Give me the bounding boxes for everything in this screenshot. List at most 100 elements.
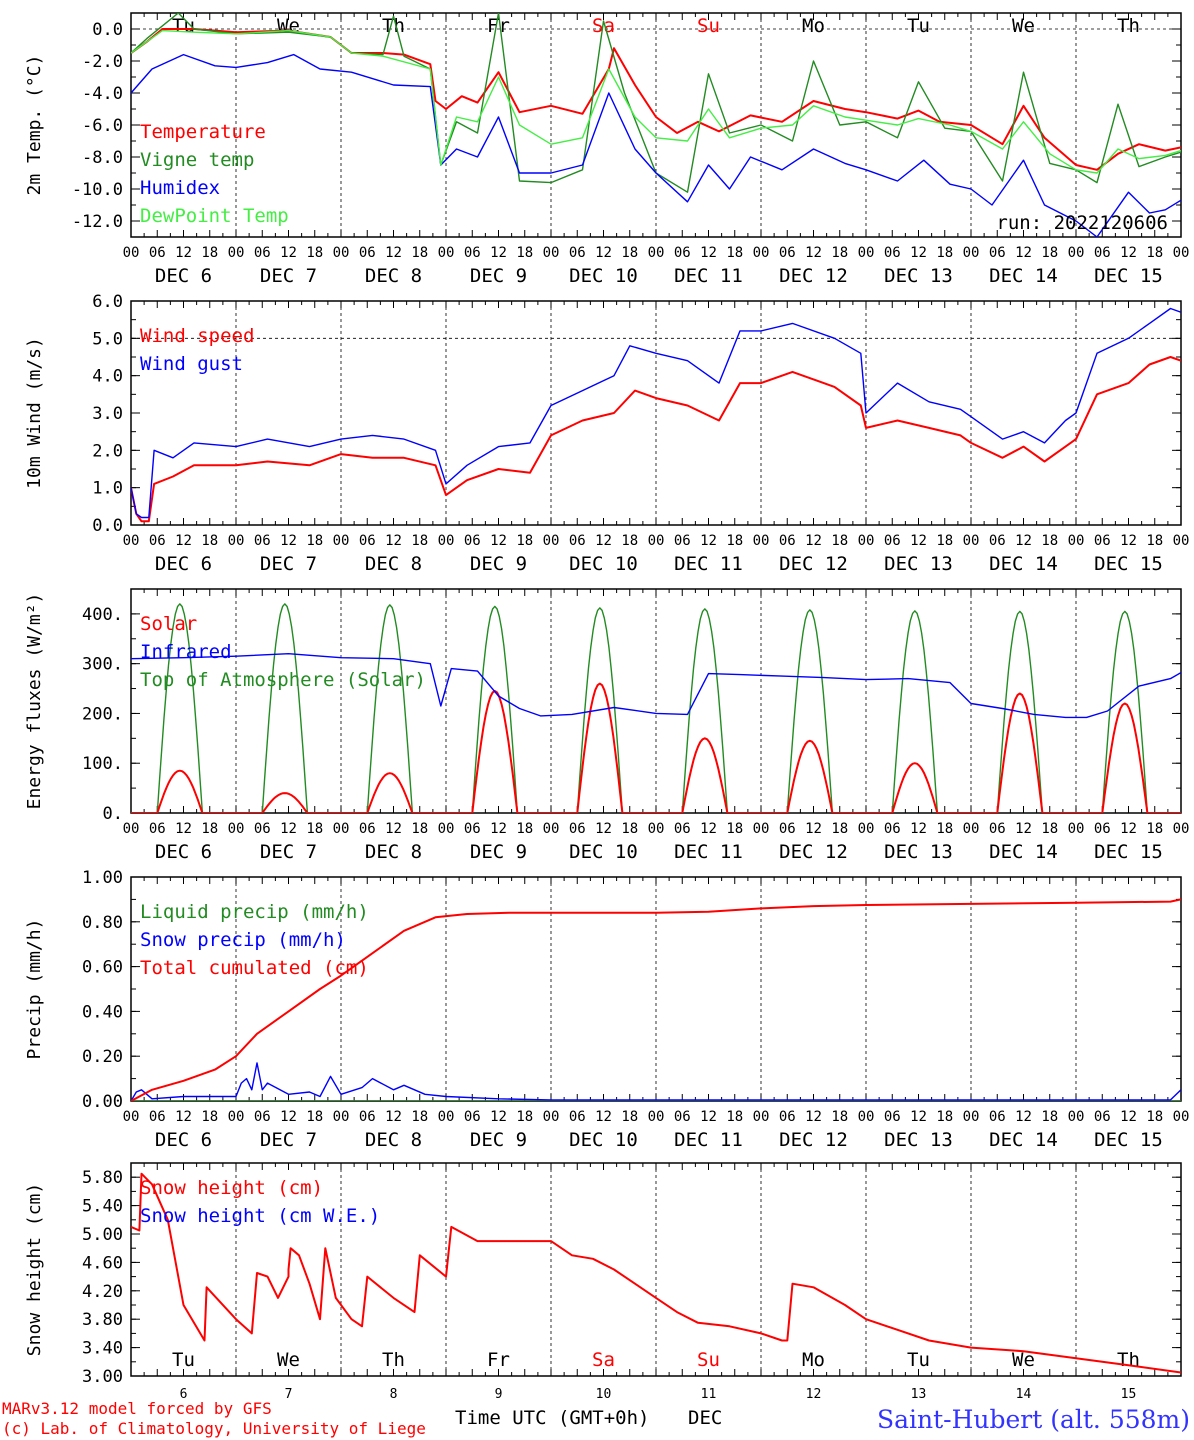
series-line-total-cumulated-cm- — [131, 898, 1181, 1101]
hour-tick-label: 06 — [779, 245, 796, 261]
hour-tick-label: 18 — [411, 1109, 428, 1125]
hour-tick-label: 06 — [674, 1109, 691, 1125]
hour-tick-label: 12 — [385, 533, 402, 549]
hour-tick-label: 12 — [595, 533, 612, 549]
weekday-label: Mo — [802, 1349, 825, 1371]
hour-tick-label: 12 — [385, 245, 402, 261]
hour-tick-label: 00 — [648, 1109, 665, 1125]
day-number-label: 8 — [390, 1387, 398, 1402]
legend-entry: Snow precip (mm/h) — [140, 929, 346, 951]
date-label: DEC 9 — [470, 265, 527, 287]
date-label: DEC 7 — [260, 841, 317, 863]
hour-tick-label: 12 — [1120, 533, 1137, 549]
hour-tick-label: 00 — [963, 1109, 980, 1125]
hour-tick-label: 06 — [149, 821, 166, 837]
hour-tick-label: 06 — [674, 533, 691, 549]
date-label: DEC 10 — [569, 265, 638, 287]
plot-frame — [130, 300, 1182, 526]
hour-tick-label: 00 — [228, 821, 245, 837]
hour-tick-label: 00 — [333, 821, 350, 837]
hour-tick-label: 18 — [306, 1109, 323, 1125]
hour-tick-label: 06 — [1094, 821, 1111, 837]
y-axis-label: Snow height (cm) — [24, 1183, 45, 1356]
hour-tick-label: 00 — [753, 245, 770, 261]
y-tick-label: 5.0 — [92, 329, 123, 349]
hour-tick-label: 00 — [858, 245, 875, 261]
hour-tick-label: 06 — [359, 245, 376, 261]
hour-tick-label: 18 — [726, 245, 743, 261]
day-number-label: 11 — [701, 1387, 717, 1402]
hour-tick-label: 12 — [805, 245, 822, 261]
weekday-label: Th — [382, 15, 405, 37]
date-label: DEC 10 — [569, 1129, 638, 1151]
hour-tick-label: 18 — [1041, 533, 1058, 549]
y-tick-label: 0.0 — [92, 516, 123, 536]
hour-tick-label: 06 — [989, 245, 1006, 261]
hour-tick-label: 12 — [490, 245, 507, 261]
day-number-label: 9 — [495, 1387, 503, 1402]
day-number-label: 15 — [1121, 1387, 1137, 1402]
hour-tick-label: 12 — [490, 821, 507, 837]
y-tick-label: 5.40 — [82, 1197, 123, 1217]
series-line-dewpoint-temp — [131, 29, 1181, 174]
panel-5: 3.00 3.40 3.80 4.20 4.60 5.00 5.40 5.80 Snow hei… — [24, 1162, 1182, 1402]
hour-tick-label: 00 — [858, 533, 875, 549]
weekday-label: Mo — [802, 15, 825, 37]
hour-tick-label: 06 — [884, 1109, 901, 1125]
series-line-infrared — [131, 653, 1181, 719]
date-label: DEC 6 — [155, 553, 212, 575]
hour-tick-label: 18 — [411, 533, 428, 549]
hour-tick-label: 00 — [123, 533, 140, 549]
y-tick-label: 5.80 — [82, 1168, 123, 1188]
panel-3: 0. 100. 200. 300. 400. Energy fluxes (W/m²) 00… — [24, 588, 1189, 863]
hour-tick-label: 18 — [936, 821, 953, 837]
y-tick-label: -2.0 — [82, 52, 123, 72]
weekday-label: Fr — [487, 15, 510, 37]
date-label: DEC 13 — [884, 841, 953, 863]
date-label: DEC 14 — [989, 841, 1058, 863]
hour-tick-label: 12 — [700, 1109, 717, 1125]
hour-tick-label: 18 — [1146, 821, 1163, 837]
hour-tick-label: 18 — [831, 1109, 848, 1125]
credit-lab: (c) Lab. of Climatology, University of L… — [2, 1419, 426, 1438]
hour-tick-label: 00 — [543, 533, 560, 549]
y-tick-label: 1.00 — [82, 868, 123, 888]
legend-entry: Solar — [140, 613, 197, 635]
panel-4: 0.00 0.20 0.40 0.60 0.80 1.00 Precip (mm/h) 00 0… — [24, 868, 1189, 1151]
date-label: DEC 8 — [365, 553, 422, 575]
date-label: DEC 7 — [260, 553, 317, 575]
time-axis-label: Time UTC (GMT+0h) — [455, 1407, 649, 1429]
date-label: DEC 8 — [365, 841, 422, 863]
hour-tick-label: 00 — [753, 821, 770, 837]
y-tick-label: 4.0 — [92, 367, 123, 387]
date-label: DEC 14 — [989, 265, 1058, 287]
hour-tick-label: 12 — [175, 245, 192, 261]
hour-tick-label: 06 — [569, 821, 586, 837]
y-tick-label: 2.0 — [92, 441, 123, 461]
day-number-label: 12 — [806, 1387, 822, 1402]
legend-entry: Vigne temp — [140, 149, 254, 171]
run-label: run: 2022120606 — [996, 212, 1168, 234]
legend-entry: Total cumulated (cm) — [140, 957, 369, 979]
weekday-label: Fr — [487, 1349, 510, 1371]
hour-tick-label: 18 — [516, 1109, 533, 1125]
legend-entry: Wind gust — [140, 353, 243, 375]
credit-model: MARv3.12 model forced by GFS — [2, 1399, 272, 1418]
hour-tick-label: 00 — [648, 821, 665, 837]
day-number-label: 13 — [911, 1387, 927, 1402]
series-group — [131, 1172, 1181, 1374]
hour-tick-label: 12 — [490, 1109, 507, 1125]
hour-tick-label: 12 — [805, 533, 822, 549]
y-tick-label: -4.0 — [82, 84, 123, 104]
hour-tick-label: 00 — [1173, 533, 1190, 549]
hour-tick-label: 06 — [149, 1109, 166, 1125]
hour-tick-label: 18 — [306, 533, 323, 549]
hour-tick-label: 06 — [779, 533, 796, 549]
day-number-label: 6 — [180, 1387, 188, 1402]
date-label: DEC 11 — [674, 841, 743, 863]
date-label: DEC 9 — [470, 1129, 527, 1151]
legend-entry: Humidex — [140, 177, 220, 199]
hour-tick-label: 18 — [201, 533, 218, 549]
hour-tick-label: 06 — [674, 821, 691, 837]
date-label: DEC 12 — [779, 265, 848, 287]
